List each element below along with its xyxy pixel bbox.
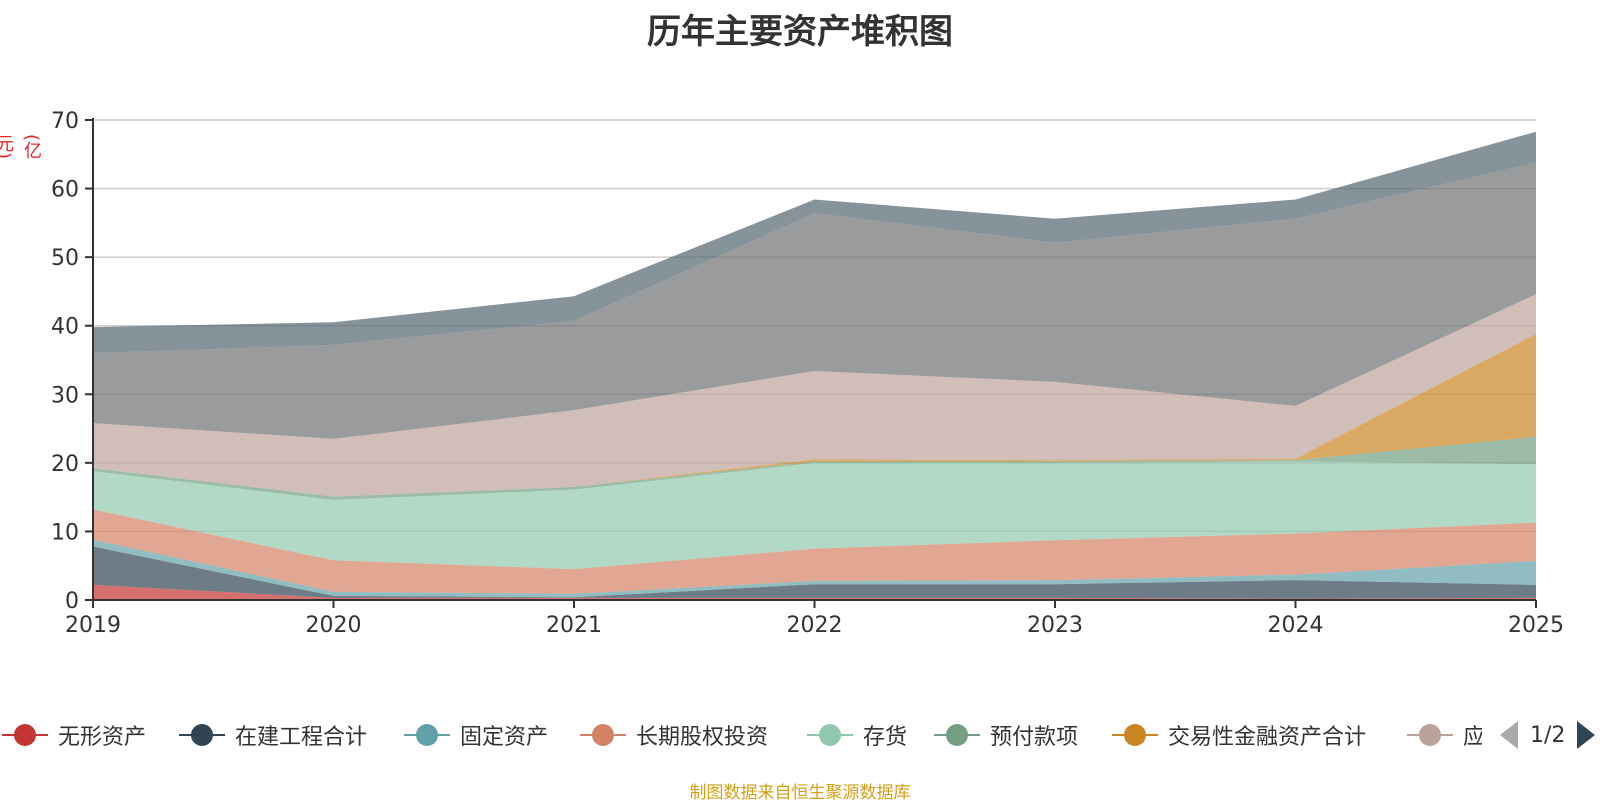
legend-item[interactable]: 固定资产 [402,717,548,753]
axes: 0 10 20 30 40 50 60 70 2019 2020 2021 2022 2023 2024 2… [51,109,1564,638]
legend-swatch-icon [0,717,50,753]
x-tick-label: 2021 [546,613,602,638]
legend-item[interactable]: 预付款项 [932,717,1078,753]
area-series-7 [93,294,1536,497]
y-tick-label: 40 [51,315,79,340]
x-tick-label: 2022 [787,613,843,638]
area-series-group [93,131,1536,600]
legend-label: 固定资产 [460,725,549,750]
legend-item[interactable]: 长期股权投资 [578,717,768,753]
y-tick-label: 10 [51,520,79,545]
y-tick-label: 30 [51,383,79,408]
legend-label: 应 [1463,725,1482,750]
legend-swatch-icon [177,717,227,753]
y-axis-unit-label: (亿元) [0,134,42,160]
legend-label: 无形资产 [58,725,147,750]
area-series-3 [93,509,1536,594]
legend-label: 交易性金融资产合计 [1168,725,1367,750]
x-tick-label: 2023 [1027,613,1083,638]
legend-swatch-icon [1110,717,1160,753]
y-tick-label: 60 [51,178,79,203]
legend-label: 预付款项 [990,725,1079,750]
y-tick-label: 70 [51,109,79,134]
stacked-area-chart: 0 10 20 30 40 50 60 70 2019 2020 2021 2022 2023 2024 2… [51,109,1564,638]
area-series-0 [93,584,1536,600]
source-note: 制图数据来自恒生聚源数据库 [689,783,911,803]
legend: 无形资产 在建工程合计 固定资产 长期股权投资 存货 预付款项 交易性金融资产合计 应 [0,717,1600,753]
x-tick-label: 2025 [1508,613,1564,638]
legend-swatch-icon [805,717,855,753]
legend-label: 在建工程合计 [235,725,368,750]
legend-swatch-icon [932,717,982,753]
legend-label: 长期股权投资 [636,725,769,750]
x-tick-label: 2024 [1268,613,1324,638]
x-tick-label: 2020 [306,613,362,638]
area-series-9 [93,131,1536,354]
area-series-1 [93,546,1536,599]
legend-next-page-icon[interactable] [1577,721,1596,749]
legend-swatch-icon [1405,717,1455,753]
area-series-8 [93,162,1536,439]
legend-item[interactable]: 应 [1405,717,1482,753]
legend-label: 存货 [863,725,908,750]
chart-title: 历年主要资产堆积图 [647,12,953,52]
x-tick-label: 2019 [65,613,121,638]
y-tick-label: 20 [51,452,79,477]
legend-swatch-icon [402,717,452,753]
area-series-4 [93,461,1536,570]
legend-pager: 1/2 [1500,717,1596,753]
legend-prev-page-icon[interactable] [1500,721,1518,749]
legend-page-indicator: 1/2 [1530,722,1566,748]
legend-item[interactable]: 无形资产 [0,717,146,753]
y-tick-label: 50 [51,246,79,271]
legend-swatch-icon [578,717,628,753]
legend-item[interactable]: 在建工程合计 [177,717,367,753]
y-tick-label: 0 [65,589,79,614]
legend-item[interactable]: 交易性金融资产合计 [1110,717,1366,753]
legend-item[interactable]: 存货 [805,717,907,753]
